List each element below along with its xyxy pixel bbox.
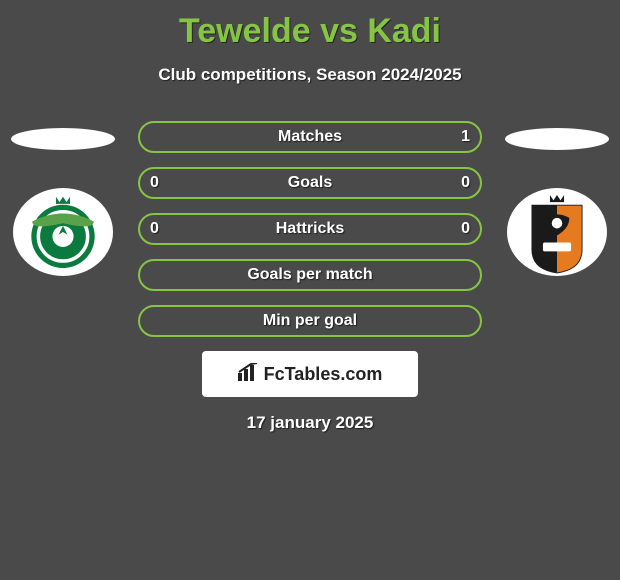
stat-right-value: 1 (461, 128, 470, 146)
site-logo[interactable]: FcTables.com (202, 351, 418, 397)
stat-label: Min per goal (263, 312, 357, 330)
page-title: Tewelde vs Kadi (0, 0, 620, 51)
stat-label: Goals per match (247, 266, 372, 284)
stat-row-goals: 0 Goals 0 (138, 167, 482, 199)
left-club-crest-icon (19, 188, 107, 276)
stat-label: Matches (278, 128, 342, 146)
stat-right-value: 0 (461, 220, 470, 238)
stat-row-matches: Matches 1 (138, 121, 482, 153)
stat-right-value: 0 (461, 174, 470, 192)
stat-left-value: 0 (150, 174, 159, 192)
bars-icon (238, 363, 260, 386)
stats-rows: Matches 1 0 Goals 0 0 Hattricks 0 Goals … (138, 121, 482, 337)
date-text: 17 january 2025 (0, 413, 620, 433)
stat-label: Hattricks (276, 220, 344, 238)
stat-row-min-per-goal: Min per goal (138, 305, 482, 337)
right-club-column (502, 128, 612, 276)
site-logo-text: FcTables.com (264, 364, 383, 385)
left-player-disc (11, 128, 115, 150)
right-player-disc (505, 128, 609, 150)
right-club-crest-icon (513, 188, 601, 276)
left-club-column (8, 128, 118, 276)
stat-row-hattricks: 0 Hattricks 0 (138, 213, 482, 245)
right-club-badge (507, 188, 607, 276)
stat-left-value: 0 (150, 220, 159, 238)
stat-row-goals-per-match: Goals per match (138, 259, 482, 291)
subtitle: Club competitions, Season 2024/2025 (0, 65, 620, 85)
left-club-badge (13, 188, 113, 276)
stat-label: Goals (288, 174, 332, 192)
